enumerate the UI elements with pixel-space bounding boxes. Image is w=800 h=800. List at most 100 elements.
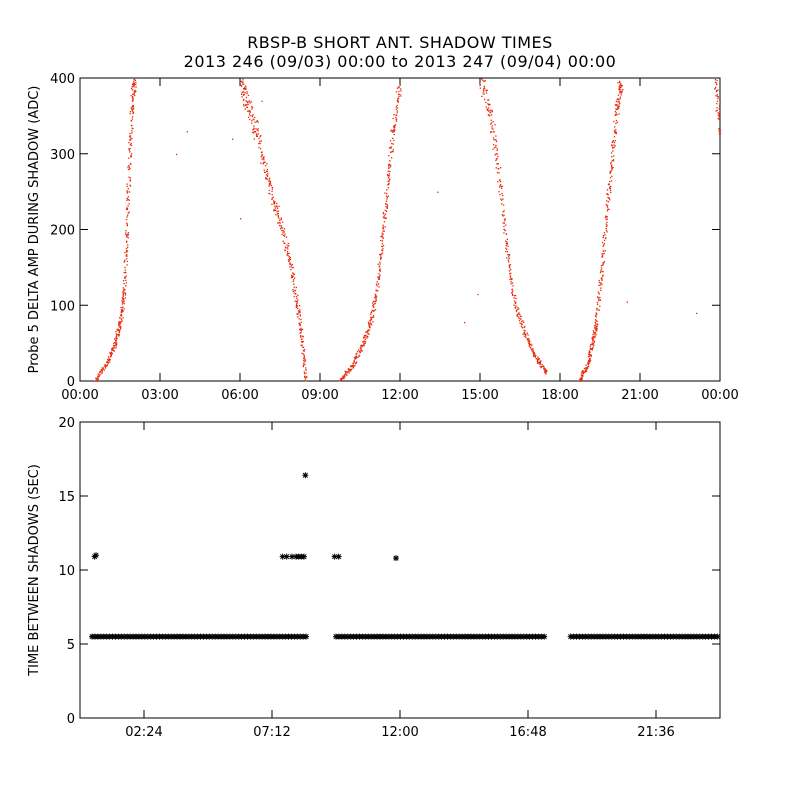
top-data-point xyxy=(503,204,505,206)
top-data-point xyxy=(287,259,290,261)
top-data-point xyxy=(719,129,722,131)
top-data-point xyxy=(274,207,276,209)
top-data-point xyxy=(538,362,540,364)
top-data-point xyxy=(593,340,595,342)
top-data-point xyxy=(301,344,303,346)
top-data-point xyxy=(601,256,603,258)
top-data-point xyxy=(599,284,602,286)
top-data-point xyxy=(124,294,127,296)
top-data-point xyxy=(388,178,391,180)
top-y-tick-label: 400 xyxy=(50,72,75,87)
top-data-point xyxy=(526,339,529,341)
top-data-point xyxy=(299,314,301,316)
top-data-point xyxy=(613,130,616,132)
top-data-point xyxy=(279,222,281,224)
top-data-point xyxy=(581,378,583,380)
top-data-point xyxy=(248,100,250,103)
top-data-point xyxy=(279,219,281,221)
top-data-point xyxy=(363,345,365,347)
top-data-point xyxy=(276,207,279,209)
top-data-point xyxy=(133,82,135,84)
top-data-point xyxy=(126,197,128,199)
top-data-point xyxy=(378,266,380,268)
top-data-point xyxy=(537,356,539,358)
top-data-point xyxy=(268,192,270,195)
top-data-point xyxy=(388,182,390,185)
top-data-point xyxy=(600,270,602,272)
top-data-point xyxy=(544,370,547,372)
top-data-point xyxy=(381,249,383,251)
top-data-point xyxy=(283,234,285,237)
top-data-point xyxy=(611,164,613,166)
bottom-y-tick-label: 0 xyxy=(67,712,75,727)
top-data-point xyxy=(392,131,394,133)
top-data-point xyxy=(398,87,400,89)
top-data-point xyxy=(251,122,253,124)
top-data-point xyxy=(483,85,485,88)
top-data-point xyxy=(396,104,398,107)
top-data-point xyxy=(378,286,380,288)
top-data-point xyxy=(521,326,523,329)
top-data-point xyxy=(354,358,356,360)
top-data-point xyxy=(262,163,264,165)
top-data-point xyxy=(716,83,718,86)
top-data-point xyxy=(286,244,288,246)
top-data-point xyxy=(400,90,402,92)
top-data-point xyxy=(283,231,285,233)
top-data-point xyxy=(582,370,584,372)
top-data-point xyxy=(255,133,258,136)
top-data-point xyxy=(243,83,245,85)
top-data-point xyxy=(602,235,605,237)
top-data-point xyxy=(304,378,306,380)
top-data-point xyxy=(545,373,547,375)
top-data-point xyxy=(495,159,497,161)
top-data-point xyxy=(101,370,103,372)
top-data-point xyxy=(130,88,133,90)
top-data-point xyxy=(714,79,717,81)
top-data-point xyxy=(127,212,129,214)
top-data-point xyxy=(132,104,134,107)
top-data-point xyxy=(359,351,361,353)
top-data-point xyxy=(99,374,101,376)
top-data-point xyxy=(240,218,242,220)
top-data-point xyxy=(515,297,517,300)
top-data-point xyxy=(259,140,261,143)
top-data-point xyxy=(297,316,299,318)
top-data-point xyxy=(352,367,355,369)
top-data-point xyxy=(591,349,593,351)
top-data-point xyxy=(609,185,612,188)
top-data-point xyxy=(614,140,617,142)
top-data-point xyxy=(582,372,584,375)
top-data-point xyxy=(617,101,619,103)
bottom-plot-time-between-shadows: 02:24 07:12 12:00 16:48 21:36 0 5 10 15 20 TIME BE… xyxy=(27,416,721,740)
top-data-point xyxy=(124,260,126,262)
top-data-point xyxy=(389,179,391,181)
top-data-point xyxy=(366,335,368,338)
top-data-point xyxy=(302,363,305,365)
top-data-point xyxy=(616,121,618,123)
top-data-point xyxy=(300,327,302,330)
top-data-point xyxy=(485,92,488,94)
top-data-point xyxy=(527,334,529,336)
top-x-tick-label: 00:00 xyxy=(61,388,98,403)
top-data-point xyxy=(379,274,381,277)
top-data-point xyxy=(499,181,502,183)
top-data-point xyxy=(601,277,603,279)
top-data-point xyxy=(515,301,517,303)
top-data-point xyxy=(491,109,493,112)
top-data-point xyxy=(493,144,495,146)
top-data-point xyxy=(243,105,245,107)
top-data-point xyxy=(292,280,294,283)
top-data-point xyxy=(266,178,268,180)
top-data-point xyxy=(589,355,591,357)
top-data-point xyxy=(394,124,396,126)
top-data-point xyxy=(588,350,590,352)
top-data-point xyxy=(369,322,372,324)
top-data-point xyxy=(276,206,278,208)
top-data-point xyxy=(344,373,346,376)
top-data-point xyxy=(613,142,616,144)
top-data-point xyxy=(603,242,605,245)
top-data-point xyxy=(477,293,479,296)
top-data-point xyxy=(523,329,525,331)
top-data-point xyxy=(363,340,365,342)
